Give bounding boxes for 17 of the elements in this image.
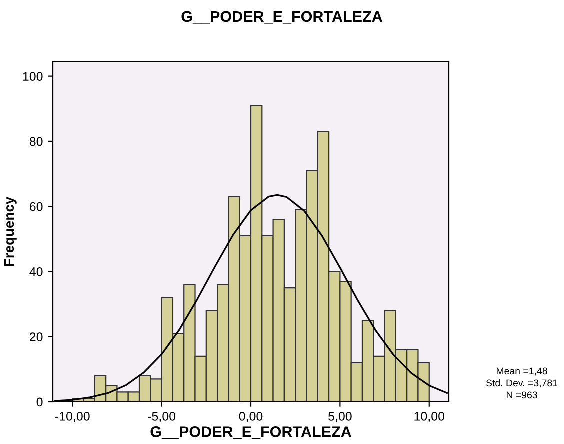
text: Std. Dev. =3,781	[486, 379, 558, 388]
y-tick-label: 40	[30, 268, 43, 276]
y-tick-label: 20	[30, 332, 43, 342]
y-tick-label: 80	[30, 137, 43, 146]
x-tick-label: 0,00	[239, 412, 263, 422]
x-axis-title: G__PODER_E_FORTALEZA	[150, 426, 352, 440]
text: Mean =1,48	[496, 368, 548, 376]
x-tick-label: -5,00	[148, 412, 176, 422]
x-tick-label: -10,00	[55, 412, 90, 422]
y-axis-title: Frequency	[4, 196, 17, 266]
y-tick-label: 100	[23, 72, 43, 81]
y-tick-label: 0	[36, 398, 43, 407]
y-tick-label: 60	[30, 202, 43, 212]
x-tick-label: 10,00	[414, 412, 445, 422]
chart-title: G__PODER_E_FORTALEZA	[182, 11, 382, 24]
text: N =963	[506, 392, 538, 399]
x-tick-label: 5,00	[328, 412, 352, 422]
